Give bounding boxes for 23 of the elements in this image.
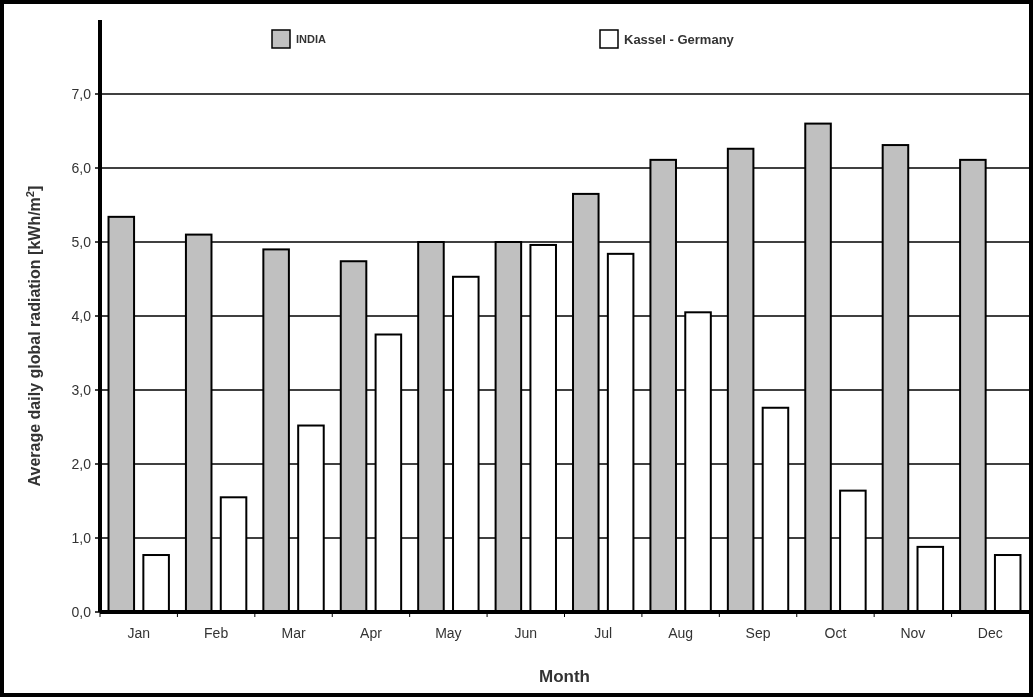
y-tick-label: 0,0: [71, 603, 92, 620]
x-tick-label: Dec: [977, 625, 1003, 641]
x-tick-label: Aug: [668, 625, 694, 641]
x-tick-label: Mar: [281, 625, 306, 641]
y-tick-label: 2,0: [71, 455, 92, 472]
x-tick-label: Feb: [204, 625, 229, 641]
y-tick-label: 6,0: [71, 159, 92, 176]
legend-label: Kassel - Germany: [624, 31, 735, 47]
y-tick-label: 3,0: [71, 381, 92, 398]
x-tick-label: May: [435, 625, 462, 641]
x-axis-title: Month: [539, 667, 590, 686]
x-tick-label: Jun: [514, 625, 538, 641]
y-tick-label: 4,0: [71, 307, 92, 324]
x-tick-label: Sep: [745, 625, 771, 641]
y-tick-label: 1,0: [71, 529, 92, 546]
y-tick-label: 5,0: [71, 233, 92, 250]
legend-label: INDIA: [296, 32, 326, 45]
x-tick-label: Oct: [824, 625, 847, 641]
x-tick-label: Jan: [127, 625, 150, 641]
x-tick-label: Jul: [594, 625, 613, 641]
x-tick-label: Apr: [360, 625, 383, 641]
y-tick-label: 7,0: [71, 85, 92, 102]
x-tick-label: Nov: [900, 625, 926, 641]
